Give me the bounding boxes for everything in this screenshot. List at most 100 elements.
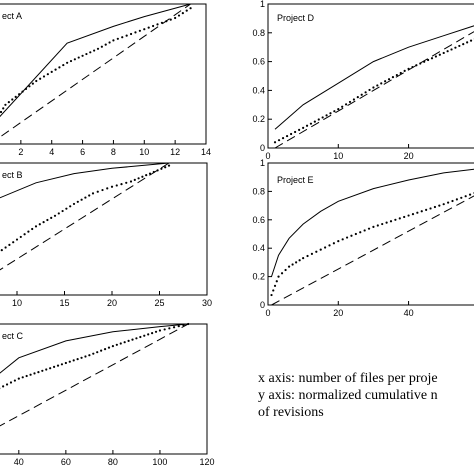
series-dot — [280, 272, 284, 275]
series-dot — [11, 98, 14, 101]
series-revisions-dots — [0, 7, 192, 114]
y-tick-label: 1 — [260, 0, 265, 9]
series-dot — [31, 227, 34, 231]
series-dot — [85, 52, 88, 56]
series-dot — [24, 87, 28, 91]
caption-line-y-axis: y axis: normalized cumulative n — [258, 388, 438, 403]
x-tick-label: 10 — [12, 298, 22, 308]
series-dot — [385, 221, 388, 224]
y-tick-label: 0.8 — [252, 186, 265, 196]
series-dot — [354, 232, 357, 236]
series-dot — [182, 323, 185, 327]
x-tick-label: 15 — [59, 298, 69, 308]
series-dot — [73, 58, 76, 61]
series-upper-solid — [0, 3, 191, 118]
series-dot — [454, 46, 457, 49]
series-dot — [329, 112, 332, 115]
series-dot — [35, 79, 38, 83]
series-dot — [289, 132, 293, 136]
series-dot — [115, 343, 118, 346]
plot-frame — [0, 162, 208, 296]
series-dot — [45, 368, 48, 371]
series-dot — [31, 82, 34, 85]
series-dot — [328, 244, 331, 247]
series-diagonal-dashed — [0, 162, 170, 271]
series-dot — [273, 141, 277, 144]
series-dot — [8, 243, 11, 246]
series-dot — [129, 180, 133, 183]
series-dot — [143, 28, 146, 31]
y-tick-label: 0 — [260, 300, 265, 310]
series-dot — [169, 18, 172, 21]
series-dot — [0, 249, 3, 252]
series-dot — [133, 178, 136, 181]
series-dot — [29, 373, 32, 376]
series-dot — [112, 39, 115, 42]
series-dot — [42, 221, 45, 224]
series-dot — [384, 80, 387, 83]
series-revisions-dots — [273, 38, 474, 144]
series-dot — [425, 208, 428, 211]
series-dot — [137, 177, 140, 180]
series-dot — [356, 96, 359, 99]
series-dot — [2, 107, 5, 110]
series-dot — [56, 364, 60, 367]
y-tick-label: 0.4 — [252, 243, 265, 253]
series-dot — [430, 57, 434, 60]
series-dot — [324, 246, 327, 249]
series-dot — [294, 130, 297, 134]
series-dot — [101, 188, 104, 192]
series-dot — [154, 330, 158, 333]
series-dot — [50, 70, 53, 73]
x-tick-label: 25 — [154, 298, 164, 308]
series-dot — [41, 369, 44, 372]
plot-frame — [0, 3, 207, 145]
series-dot — [341, 238, 344, 241]
x-tick-label: 20 — [404, 151, 414, 161]
panel-title: ect A — [2, 11, 22, 21]
series-dot — [42, 75, 46, 78]
figure-caption: x axis: number of files per proje y axis… — [258, 370, 474, 421]
series-dot — [403, 69, 406, 72]
series-dot — [447, 201, 450, 204]
series-dot — [54, 68, 57, 71]
series-diagonal-dashed — [271, 195, 474, 306]
x-tick-label: 20 — [333, 308, 343, 318]
series-dot — [273, 284, 277, 287]
series-dot — [285, 134, 289, 138]
series-dot — [77, 56, 80, 59]
series-dot — [174, 16, 177, 20]
series-dot — [399, 71, 402, 75]
series-dot — [139, 335, 142, 339]
series-dot — [125, 34, 128, 37]
series-dot — [38, 223, 41, 226]
series-dot — [100, 349, 103, 352]
series-dot — [163, 328, 166, 331]
series-dot — [411, 213, 415, 216]
series-dot — [60, 363, 64, 366]
series-dot — [415, 64, 418, 67]
series-dot — [376, 84, 379, 87]
series-dot — [13, 379, 16, 382]
series-dot — [72, 359, 75, 362]
x-tick-label: 20 — [107, 298, 117, 308]
y-tick-label: 0 — [260, 143, 265, 153]
series-dot — [69, 205, 72, 208]
panel-project-c: 20406080100120ect C — [0, 322, 215, 467]
series-dot — [177, 14, 181, 17]
series-dot — [359, 231, 362, 234]
series-dot — [352, 98, 356, 101]
series-dot — [65, 207, 68, 210]
series-dot — [368, 88, 371, 92]
series-dot — [134, 31, 137, 34]
series-dot — [398, 217, 401, 220]
plot-frame — [267, 3, 474, 149]
series-dot — [462, 43, 465, 46]
series-dot — [0, 110, 3, 114]
series-dot — [156, 23, 159, 26]
series-dot — [81, 54, 84, 57]
series-dot — [348, 100, 352, 104]
series-dot — [172, 326, 176, 329]
